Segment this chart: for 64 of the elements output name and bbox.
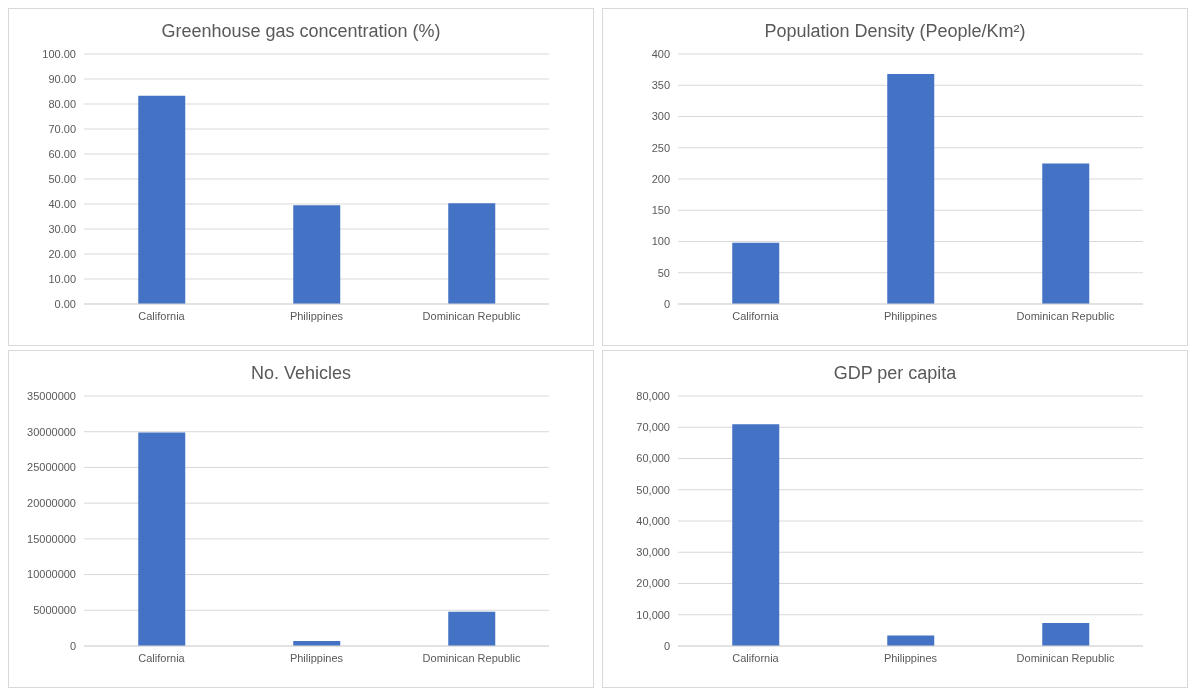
y-tick-label: 200 — [651, 172, 670, 185]
y-tick-label: 0 — [663, 297, 670, 310]
bar — [887, 74, 935, 304]
y-tick-label: 50 — [657, 266, 670, 279]
y-tick-label: 25000000 — [27, 461, 76, 474]
y-tick-label: 5000000 — [33, 604, 76, 617]
x-tick-label: California — [732, 651, 780, 664]
y-tick-label: 90.00 — [48, 72, 76, 85]
bar — [138, 432, 186, 646]
bar — [732, 242, 780, 304]
x-tick-label: Philippines — [289, 651, 344, 664]
y-tick-label: 100 — [651, 235, 670, 248]
x-tick-label: California — [138, 309, 186, 322]
y-tick-label: 50,000 — [636, 483, 670, 496]
x-tick-label: Dominican Republic — [422, 309, 521, 322]
y-tick-label: 250 — [651, 141, 670, 154]
y-tick-label: 150 — [651, 204, 670, 217]
y-tick-label: 40,000 — [636, 514, 670, 527]
y-tick-label: 100.00 — [42, 47, 76, 60]
x-tick-label: Dominican Republic — [422, 651, 521, 664]
y-tick-label: 30000000 — [27, 425, 76, 438]
y-tick-label: 0 — [69, 639, 76, 652]
x-tick-label: California — [138, 651, 186, 664]
y-tick-label: 300 — [651, 110, 670, 123]
y-tick-label: 0.00 — [54, 297, 76, 310]
x-tick-label: Dominican Republic — [1016, 651, 1115, 664]
bar — [448, 611, 496, 646]
y-tick-label: 350 — [651, 79, 670, 92]
x-tick-label: Philippines — [883, 309, 938, 322]
y-tick-label: 20000000 — [27, 497, 76, 510]
y-tick-label: 20,000 — [636, 577, 670, 590]
y-tick-label: 10000000 — [27, 568, 76, 581]
chart-title: GDP per capita — [832, 363, 958, 385]
y-tick-label: 400 — [651, 47, 670, 60]
y-tick-label: 10,000 — [636, 608, 670, 621]
bar — [448, 203, 496, 304]
y-tick-label: 30.00 — [48, 222, 76, 235]
y-tick-label: 80.00 — [48, 97, 76, 110]
bar — [887, 635, 935, 646]
x-tick-label: Dominican Republic — [1016, 309, 1115, 322]
bar — [138, 95, 186, 304]
y-tick-label: 70,000 — [636, 421, 670, 434]
y-tick-label: 60.00 — [48, 147, 76, 160]
bar — [1042, 622, 1090, 646]
bar — [1042, 163, 1090, 304]
y-tick-label: 20.00 — [48, 247, 76, 260]
y-tick-label: 80,000 — [636, 389, 670, 402]
y-tick-label: 30,000 — [636, 546, 670, 559]
y-tick-label: 70.00 — [48, 122, 76, 135]
y-tick-label: 60,000 — [636, 452, 670, 465]
chart-title: Population Density (People/Km²) — [763, 21, 1027, 43]
x-tick-label: Philippines — [883, 651, 938, 664]
y-tick-label: 15000000 — [27, 532, 76, 545]
x-tick-label: Philippines — [289, 309, 344, 322]
bar — [293, 205, 341, 304]
y-tick-label: 40.00 — [48, 197, 76, 210]
y-tick-label: 50.00 — [48, 172, 76, 185]
x-tick-label: California — [732, 309, 780, 322]
y-tick-label: 35000000 — [27, 389, 76, 402]
bar — [732, 424, 780, 646]
chart-title: No. Vehicles — [249, 363, 353, 385]
y-tick-label: 0 — [663, 639, 670, 652]
chart-title: Greenhouse gas concentration (%) — [160, 21, 442, 43]
y-tick-label: 10.00 — [48, 272, 76, 285]
